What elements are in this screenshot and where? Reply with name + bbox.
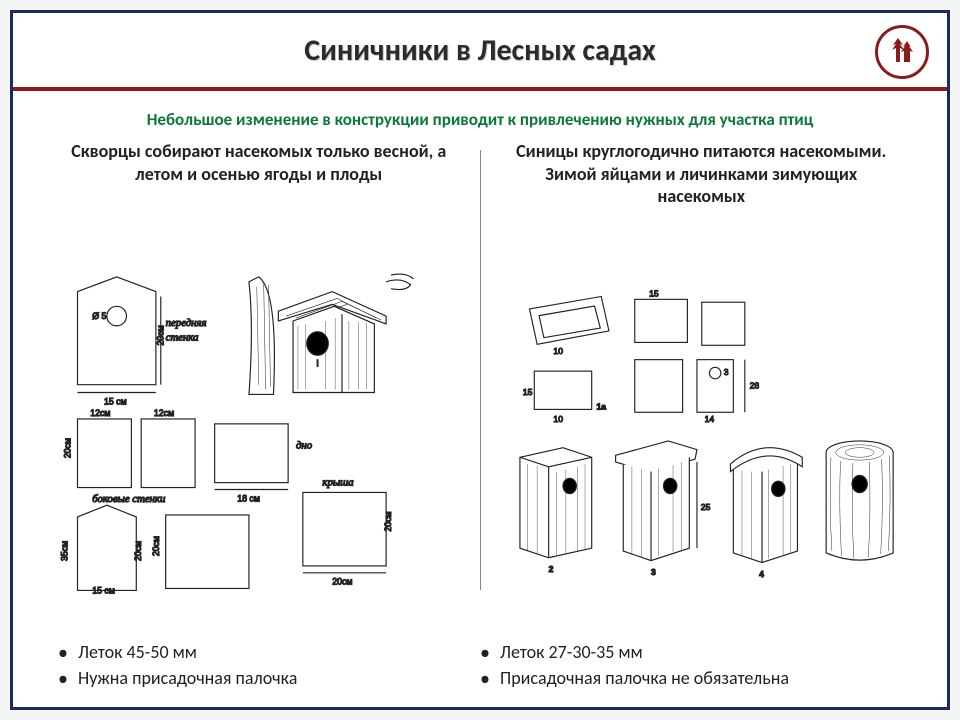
right-diagram: 10 15 15 10 1а 3 14	[496, 232, 908, 635]
left-diagram: Ø 5 передняя стенка 20см 15 см	[53, 232, 465, 635]
svg-text:10: 10	[553, 414, 563, 424]
svg-text:20см: 20см	[151, 536, 161, 556]
bullet-item: Присадочная палочка не обязательна	[480, 665, 902, 691]
svg-text:3: 3	[651, 567, 656, 577]
slide: Синичники в Лесных садах Небольшое измен…	[10, 10, 950, 710]
svg-text:боковые стенки: боковые стенки	[92, 493, 165, 505]
right-bullets: Леток 27-30-35 мм Присадочная палочка не…	[480, 639, 902, 691]
svg-text:20см: 20см	[63, 438, 73, 458]
svg-text:15: 15	[522, 387, 532, 397]
right-heading: Синицы круглогодично питаются насекомыми…	[496, 140, 908, 232]
svg-text:Ø 5: Ø 5	[92, 311, 106, 321]
svg-text:12см: 12см	[154, 408, 174, 418]
svg-text:10: 10	[553, 346, 563, 356]
svg-text:стенка: стенка	[166, 331, 199, 343]
svg-text:15 см: 15 см	[104, 396, 127, 406]
svg-text:35см: 35см	[60, 541, 70, 561]
svg-text:15: 15	[649, 289, 659, 299]
svg-text:25: 25	[700, 502, 710, 512]
logo-icon	[875, 25, 929, 79]
bullet-row: Леток 45-50 мм Нужна присадочная палочка…	[13, 635, 947, 706]
svg-text:12см: 12см	[90, 408, 110, 418]
content-columns: Скворцы собирают насекомых только весной…	[13, 140, 947, 635]
svg-text:20см: 20см	[332, 576, 352, 586]
left-heading: Скворцы собирают насекомых только весной…	[53, 140, 465, 232]
svg-text:2: 2	[548, 564, 553, 574]
svg-text:28: 28	[749, 381, 759, 391]
svg-text:1а: 1а	[596, 402, 606, 412]
slide-title: Синичники в Лесных садах	[304, 32, 655, 69]
svg-text:4: 4	[759, 569, 764, 579]
svg-text:3: 3	[723, 367, 728, 377]
svg-text:20см: 20см	[156, 325, 166, 345]
svg-text:18 см: 18 см	[237, 493, 260, 503]
left-bullets: Леток 45-50 мм Нужна присадочная палочка	[58, 639, 480, 691]
svg-text:15 см: 15 см	[92, 585, 115, 595]
svg-text:14: 14	[704, 414, 714, 424]
svg-text:20см: 20см	[133, 541, 143, 561]
svg-text:дно: дно	[296, 439, 313, 451]
slide-header: Синичники в Лесных садах	[13, 13, 947, 91]
svg-text:20см: 20см	[383, 511, 393, 531]
bullet-item: Нужна присадочная палочка	[58, 665, 480, 691]
svg-text:передняя: передняя	[166, 317, 207, 329]
left-column: Скворцы собирают насекомых только весной…	[38, 140, 480, 635]
bullet-item: Леток 27-30-35 мм	[480, 639, 902, 665]
bullet-item: Леток 45-50 мм	[58, 639, 480, 665]
svg-text:крыша: крыша	[322, 476, 353, 488]
slide-subtitle: Небольшое изменение в конструкции привод…	[13, 91, 947, 140]
right-column: Синицы круглогодично питаются насекомыми…	[481, 140, 923, 635]
